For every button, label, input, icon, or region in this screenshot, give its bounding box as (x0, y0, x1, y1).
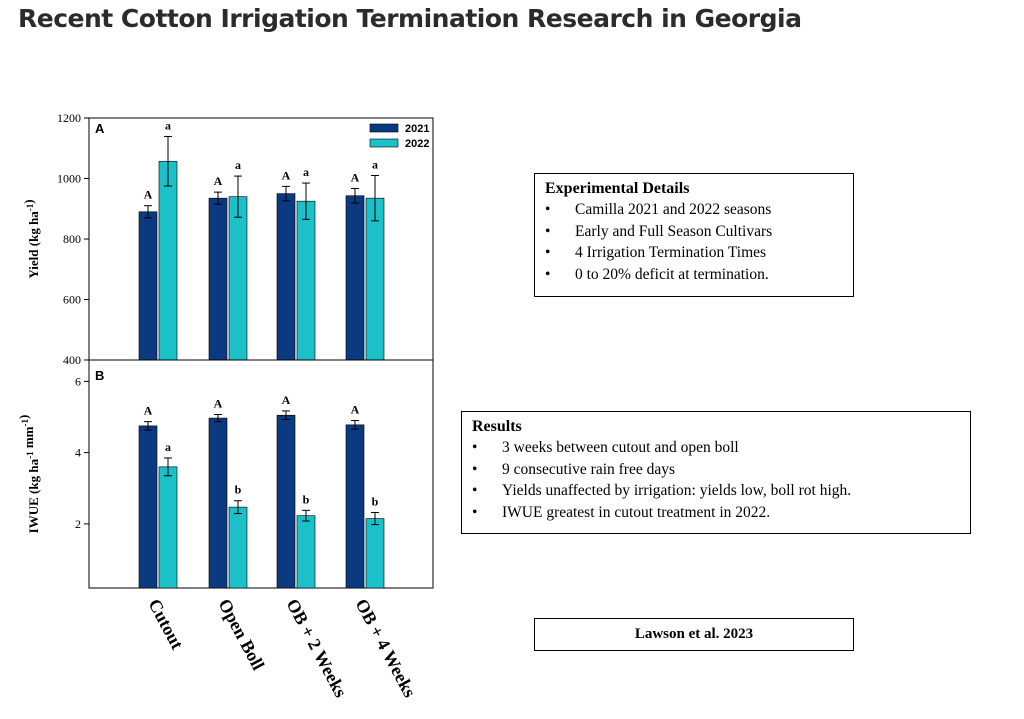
bar (276, 193, 296, 361)
significance-letter: b (303, 492, 310, 506)
significance-letter: a (165, 440, 171, 454)
significance-letter: a (165, 118, 171, 132)
legend-swatch (369, 123, 399, 133)
significance-letter: b (372, 494, 379, 508)
panel-B-frame (88, 359, 434, 589)
bar (296, 515, 316, 589)
details-title: Experimental Details (545, 180, 690, 197)
details-list: Camilla 2021 and 2022 seasons Early and … (545, 199, 843, 285)
y-axis-label-sup: -1 (25, 203, 35, 211)
bar (158, 466, 178, 589)
significance-letter: A (214, 174, 223, 188)
significance-letter: A (282, 168, 291, 182)
significance-letter: A (351, 170, 360, 184)
y-tick-label: 1200 (57, 111, 81, 125)
bar (158, 160, 178, 361)
y-tick-label: 600 (63, 293, 81, 307)
bar (138, 211, 158, 361)
bar (228, 196, 248, 361)
y-tick-label: 4 (75, 446, 81, 460)
x-category-label: Cutout (144, 595, 187, 652)
significance-letter: A (144, 404, 153, 418)
y-axis-label-text: ) (21, 199, 36, 203)
y-tick-label: 800 (63, 232, 81, 246)
significance-letter: A (351, 403, 360, 417)
significance-letter: A (282, 393, 291, 407)
details-item: 0 to 20% deficit at termination. (545, 264, 843, 286)
results-item: 9 consecutive rain free days (472, 459, 960, 481)
significance-letter: a (372, 157, 378, 171)
y-tick-label: 2 (75, 517, 81, 531)
y-axis-label-text: mm (21, 426, 36, 451)
experimental-details-box: Experimental Details Camilla 2021 and 20… (534, 173, 854, 297)
significance-letter: a (303, 165, 309, 179)
bar (228, 506, 248, 589)
y-axis-label-sup: -1 (25, 451, 35, 459)
significance-letter: b (235, 483, 242, 497)
bar (345, 424, 365, 589)
panel-label-A: A (95, 121, 105, 136)
y-tick-label: 400 (63, 353, 81, 367)
y-axis-label-text: IWUE (kg ha (26, 458, 41, 533)
citation-text: Lawson et al. 2023 (634, 626, 754, 642)
results-item: IWUE greatest in cutout treatment in 202… (472, 502, 960, 524)
y-axis-label-text: ) (16, 415, 31, 419)
y-axis-label-A: Yield (kg ha-1) (21, 199, 41, 278)
legend-label: 2021 (405, 123, 429, 135)
bar (276, 414, 296, 589)
significance-letter: A (214, 397, 223, 411)
bar (296, 200, 316, 361)
results-item: 3 weeks between cutout and open boll (472, 437, 960, 459)
legend-label: 2022 (405, 138, 429, 150)
bar (208, 417, 228, 589)
bar (345, 195, 365, 361)
bar (365, 197, 385, 361)
y-axis-label-text: Yield (kg ha (26, 211, 41, 279)
results-list: 3 weeks between cutout and open boll 9 c… (472, 437, 960, 523)
results-box: Results 3 weeks between cutout and open … (461, 411, 971, 534)
bar (365, 518, 385, 589)
y-tick-label: 1000 (57, 172, 81, 186)
page-title: Recent Cotton Irrigation Termination Res… (18, 4, 802, 33)
details-item: Camilla 2021 and 2022 seasons (545, 199, 843, 221)
y-axis-label-sup: -1 (20, 419, 30, 427)
citation-box: Lawson et al. 2023 (534, 618, 854, 651)
y-axis-label-B: IWUE (kg ha-1 mm-1) (16, 415, 41, 534)
x-category-label: OB + 4 Weeks (351, 595, 420, 700)
significance-letter: A (144, 188, 153, 202)
results-item: Yields unaffected by irrigation: yields … (472, 480, 960, 502)
bar (138, 425, 158, 589)
details-item: Early and Full Season Cultivars (545, 221, 843, 243)
panel-label-B: B (95, 368, 104, 383)
results-title: Results (472, 418, 522, 435)
y-tick-label: 6 (75, 374, 81, 388)
details-item: 4 Irrigation Termination Times (545, 242, 843, 264)
x-category-label: OB + 2 Weeks (282, 595, 351, 700)
legend-swatch (369, 138, 399, 148)
bar (208, 197, 228, 361)
significance-letter: a (235, 158, 241, 172)
x-category-label: Open Boll (214, 595, 268, 673)
